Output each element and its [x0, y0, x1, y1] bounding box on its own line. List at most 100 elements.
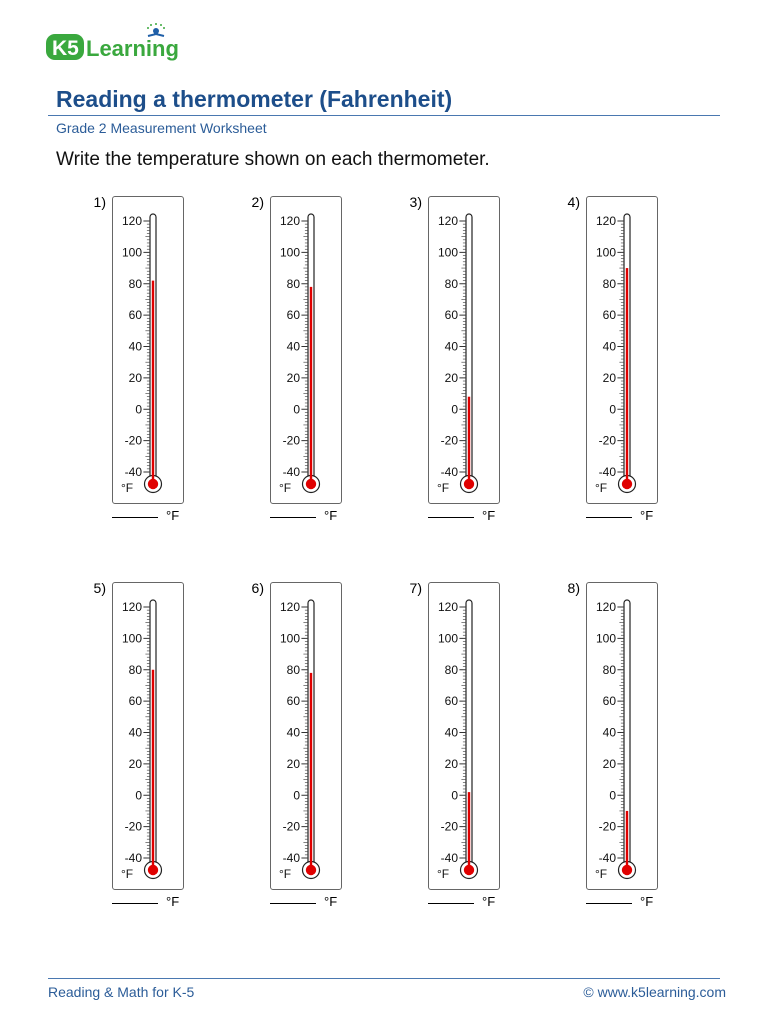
- scale-label: 60: [287, 694, 301, 708]
- thermometer-problem: 8) 120 100 80 60 40 20 0 -20 -40 °F °F: [558, 580, 698, 920]
- scale-label: 80: [287, 277, 301, 291]
- scale-label: 0: [293, 788, 300, 802]
- scale-label: 40: [129, 726, 143, 740]
- thermometer-tube: [307, 213, 315, 478]
- scale-label: 60: [129, 308, 143, 322]
- thermometer-tube: [465, 599, 473, 864]
- scale-label: -40: [125, 851, 143, 865]
- scale-label: 0: [609, 788, 616, 802]
- scale-label: 120: [280, 600, 300, 614]
- scale-label: 100: [596, 245, 616, 259]
- scale-label: 100: [280, 245, 300, 259]
- scale-label: 20: [287, 371, 301, 385]
- scale-unit-label: °F: [121, 867, 133, 881]
- thermometer-graphic: 120 100 80 60 40 20 0 -20 -40 °F: [121, 599, 163, 881]
- scale-unit-label: °F: [595, 481, 607, 495]
- instructions-text: Write the temperature shown on each ther…: [56, 149, 490, 170]
- thermometer-problem: 3) 120 100 80 60 40 20 0 -20 -40 °F °F: [400, 194, 540, 534]
- problem-number: 2): [251, 194, 264, 210]
- answer-unit-label: °F: [166, 894, 180, 909]
- footer-divider: [48, 978, 720, 979]
- answer-unit-label: °F: [482, 508, 496, 523]
- k5-learning-logo: K5 Learning: [44, 22, 204, 68]
- mercury-bulb: [305, 478, 317, 490]
- scale-unit-label: °F: [279, 867, 291, 881]
- mercury-bulb: [621, 864, 633, 876]
- thermometer-problem: 6) 120 100 80 60 40 20 0 -20 -40 °F °F: [242, 580, 382, 920]
- mercury-column: [625, 810, 629, 870]
- answer-blank[interactable]: [112, 903, 158, 904]
- scale-unit-label: °F: [437, 481, 449, 495]
- scale-label: 60: [603, 694, 617, 708]
- scale-label: -20: [441, 434, 459, 448]
- scale-label: 80: [603, 277, 617, 291]
- scale-unit-label: °F: [595, 867, 607, 881]
- scale-label: 20: [129, 371, 143, 385]
- scale-label: -40: [125, 465, 143, 479]
- problem-number: 3): [409, 194, 422, 210]
- scale-label: 80: [445, 663, 459, 677]
- scale-label: 60: [287, 308, 301, 322]
- thermometer-card: 120 100 80 60 40 20 0 -20 -40 °F: [428, 196, 500, 504]
- answer-blank[interactable]: [428, 903, 474, 904]
- scale-label: 100: [122, 631, 142, 645]
- scale-label: 100: [596, 631, 616, 645]
- page-title: Reading a thermometer (Fahrenheit): [56, 86, 453, 112]
- thermometer-tube: [149, 599, 157, 864]
- scale-label: -20: [599, 820, 617, 834]
- answer-blank[interactable]: [586, 517, 632, 518]
- mercury-bulb: [463, 864, 475, 876]
- scale-label: 0: [609, 402, 616, 416]
- scale-label: -40: [599, 851, 617, 865]
- thermometer-graphic: 120 100 80 60 40 20 0 -20 -40 °F: [121, 213, 163, 495]
- scale-label: 0: [135, 402, 142, 416]
- svg-text:Learning: Learning: [86, 36, 179, 61]
- scale-label: 20: [129, 757, 143, 771]
- scale-label: 80: [287, 663, 301, 677]
- thermometer-graphic: 120 100 80 60 40 20 0 -20 -40 °F: [437, 213, 479, 495]
- scale-label: 100: [438, 631, 458, 645]
- thermometer-problem: 2) 120 100 80 60 40 20 0 -20 -40 °F °F: [242, 194, 382, 534]
- logo-graphic: K5 Learning: [46, 23, 179, 61]
- scale-label: 80: [445, 277, 459, 291]
- thermometer-card: 120 100 80 60 40 20 0 -20 -40 °F: [586, 582, 658, 890]
- answer-blank[interactable]: [270, 903, 316, 904]
- scale-label: -40: [283, 465, 301, 479]
- problem-number: 7): [409, 580, 422, 596]
- mercury-column: [625, 268, 629, 484]
- scale-label: 0: [293, 402, 300, 416]
- answer-unit-label: °F: [640, 894, 654, 909]
- scale-label: 120: [596, 214, 616, 228]
- thermometer-tube: [149, 213, 157, 478]
- thermometer-card: 120 100 80 60 40 20 0 -20 -40 °F: [112, 196, 184, 504]
- mercury-bulb: [305, 864, 317, 876]
- scale-label: 20: [445, 757, 459, 771]
- scale-label: 60: [445, 694, 459, 708]
- scale-unit-label: °F: [279, 481, 291, 495]
- answer-unit-label: °F: [482, 894, 496, 909]
- mercury-column: [151, 280, 155, 484]
- answer-blank[interactable]: [428, 517, 474, 518]
- scale-label: -20: [283, 820, 301, 834]
- thermometer-tube: [623, 213, 631, 478]
- scale-label: -20: [283, 434, 301, 448]
- scale-label: 100: [122, 245, 142, 259]
- title-divider: [48, 115, 720, 116]
- thermometer-tube: [465, 213, 473, 478]
- thermometer-card: 120 100 80 60 40 20 0 -20 -40 °F: [428, 582, 500, 890]
- scale-label: 80: [129, 277, 143, 291]
- thermometer-tube: [307, 599, 315, 864]
- scale-label: 40: [287, 726, 301, 740]
- mercury-column: [309, 286, 313, 484]
- answer-blank[interactable]: [112, 517, 158, 518]
- thermometer-tube: [623, 599, 631, 864]
- answer-blank[interactable]: [270, 517, 316, 518]
- thermometer-problem: 4) 120 100 80 60 40 20 0 -20 -40 °F °F: [558, 194, 698, 534]
- answer-blank[interactable]: [586, 903, 632, 904]
- scale-label: 20: [287, 757, 301, 771]
- scale-label: 40: [603, 726, 617, 740]
- scale-label: 20: [603, 757, 617, 771]
- problem-number: 5): [93, 580, 106, 596]
- thermometer-card: 120 100 80 60 40 20 0 -20 -40 °F: [586, 196, 658, 504]
- scale-label: 120: [280, 214, 300, 228]
